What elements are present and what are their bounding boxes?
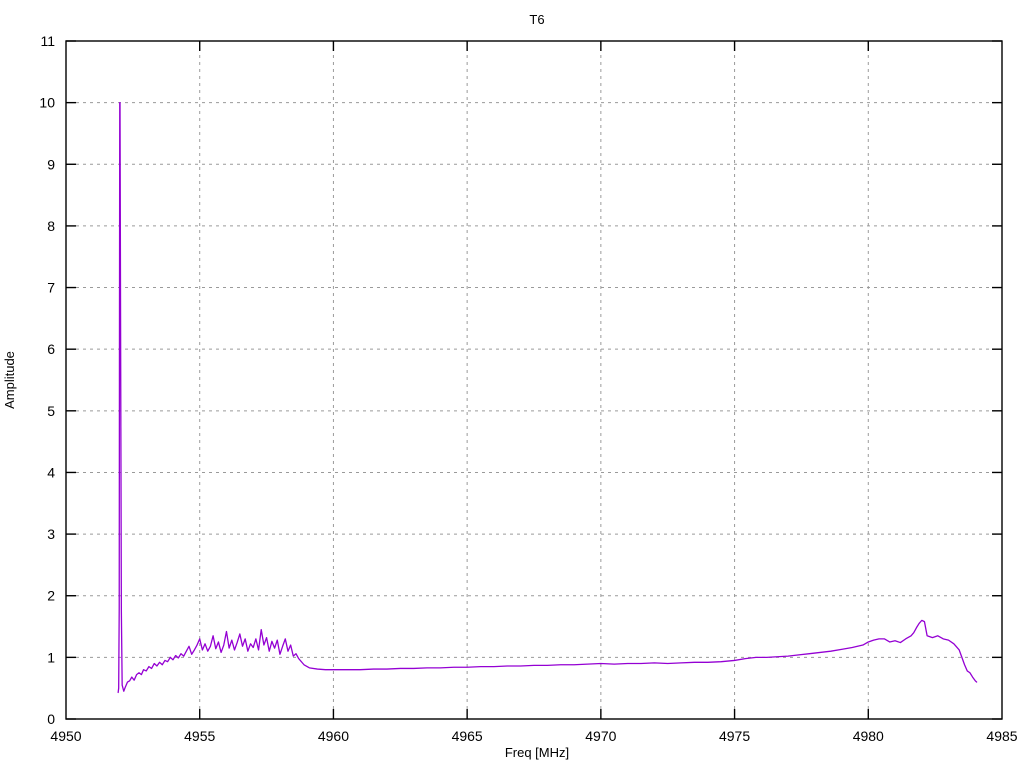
y-tick-label: 4 bbox=[47, 464, 55, 480]
y-axis-label: Amplitude bbox=[2, 351, 17, 409]
y-tick-label: 0 bbox=[47, 711, 55, 727]
data-series-layer bbox=[117, 101, 978, 694]
y-tick-label: 11 bbox=[40, 33, 55, 49]
y-tick-label: 8 bbox=[47, 218, 55, 234]
y-tick-label: 10 bbox=[39, 95, 55, 111]
gridlines bbox=[76, 41, 1002, 709]
y-axis-tick-labels: 0 1 2 3 4 5 6 7 8 9 10 11 bbox=[39, 33, 55, 727]
x-tick-label: 4960 bbox=[318, 728, 349, 744]
y-tick-label: 9 bbox=[47, 156, 55, 172]
y-tick-label: 3 bbox=[47, 526, 55, 542]
y-tick-label: 5 bbox=[47, 403, 55, 419]
y-tick-label: 2 bbox=[47, 588, 55, 604]
x-axis-label: Freq [MHz] bbox=[505, 745, 569, 760]
data-series-line bbox=[117, 101, 978, 694]
y-tick-label: 7 bbox=[47, 280, 55, 296]
x-tick-label: 4970 bbox=[585, 728, 616, 744]
y-tick-label: 1 bbox=[47, 649, 55, 665]
chart-title: T6 bbox=[529, 12, 544, 27]
x-tick-label: 4980 bbox=[853, 728, 884, 744]
x-tick-label: 4950 bbox=[50, 728, 81, 744]
y-tick-label: 6 bbox=[47, 341, 55, 357]
x-tick-label: 4975 bbox=[719, 728, 750, 744]
x-axis-tick-labels: 4950 4955 4960 4965 4970 4975 4980 4985 bbox=[50, 728, 1017, 744]
x-tick-label: 4985 bbox=[986, 728, 1017, 744]
x-tick-label: 4955 bbox=[184, 728, 215, 744]
x-tick-label: 4965 bbox=[452, 728, 483, 744]
plot-frame bbox=[65, 40, 1003, 720]
